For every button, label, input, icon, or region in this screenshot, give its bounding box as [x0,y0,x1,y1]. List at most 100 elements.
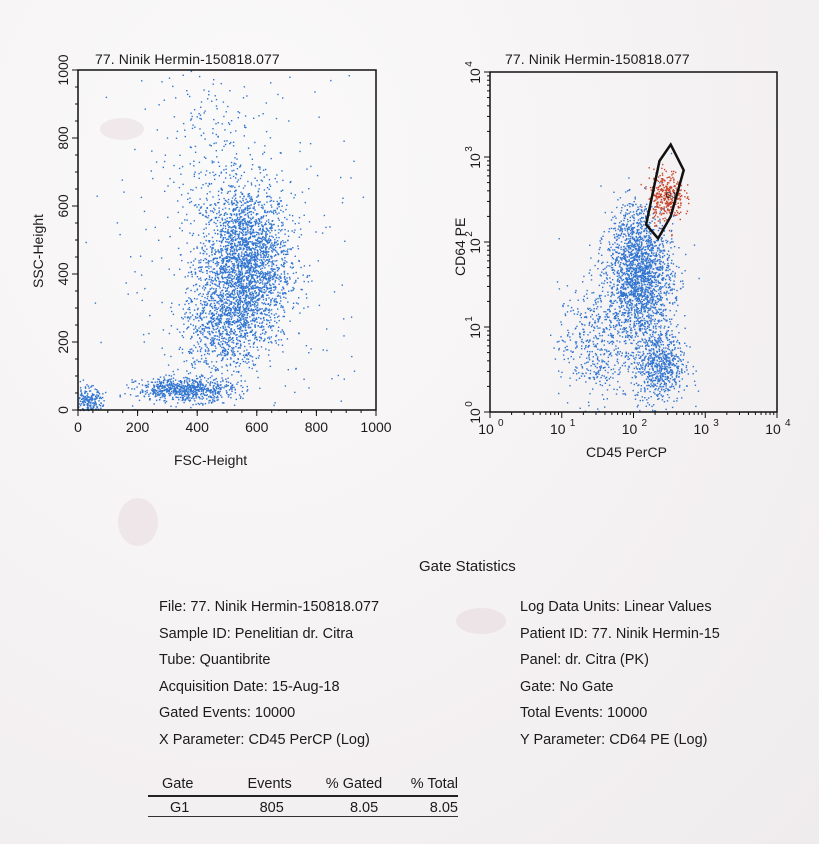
data-point [228,203,230,205]
data-point [281,344,284,346]
data-point [171,390,173,393]
data-point [224,231,226,233]
data-point [256,260,258,263]
data-point [220,316,222,318]
data-point [250,305,252,307]
data-point [261,180,264,182]
data-point [196,276,199,278]
data-point [288,120,290,122]
data-point [209,284,211,286]
data-point [262,217,264,219]
data-point [253,258,256,261]
data-point [272,268,275,270]
data-point [243,322,245,325]
data-point [144,393,147,395]
data-point [209,334,211,336]
data-point [208,326,210,328]
data-point [83,404,86,406]
data-point [258,229,260,231]
data-point [184,398,186,401]
data-point [263,238,265,241]
data-point [238,258,241,261]
data-point [264,244,266,246]
data-point [259,308,261,310]
data-point [192,387,195,389]
data-point [660,325,662,327]
data-point [671,275,674,277]
data-point [238,222,240,225]
data-point [656,301,658,304]
data-point [275,211,277,213]
data-point [199,350,202,353]
stain-mark [118,498,158,546]
data-point [280,241,282,243]
data-point [642,268,644,270]
data-point [244,287,246,289]
data-point [231,312,233,314]
data-point [246,276,248,278]
data-point [202,389,204,392]
data-point [230,309,232,311]
data-point [200,206,203,208]
data-point [244,115,247,117]
data-point [609,249,611,252]
data-point [207,327,209,329]
data-point [293,287,295,290]
data-point [248,254,250,256]
data-point [102,393,104,395]
data-point [636,267,638,269]
data-point [258,292,260,294]
data-point [250,297,252,300]
data-point [277,225,279,227]
data-point [255,317,258,319]
data-point [667,250,670,252]
data-point [242,257,245,259]
data-point [227,260,229,263]
data-point [207,98,209,100]
data-point [231,271,234,273]
data-point [162,393,164,395]
data-point [238,233,240,235]
data-point [218,332,221,334]
data-point [206,363,208,365]
data-point [235,219,238,221]
data-point [246,304,249,307]
data-point [241,238,243,241]
data-point [225,328,228,331]
data-point [179,154,181,156]
data-point [256,294,258,296]
data-point [173,181,175,183]
data-point [248,268,250,271]
data-point [189,146,192,148]
data-point [170,405,172,407]
data-point [152,389,154,391]
data-point [87,399,89,401]
data-point [211,323,213,325]
data-point [221,275,223,277]
data-point [238,316,240,319]
data-point [279,280,282,283]
data-point [195,317,197,319]
data-point [268,265,270,267]
data-point [242,97,245,99]
data-point [187,198,189,200]
data-point [647,296,650,298]
data-point [228,284,230,287]
data-point [268,211,271,213]
data-point [189,298,192,300]
data-point [232,222,234,224]
data-point [237,350,239,353]
data-point [186,393,188,396]
data-point [232,229,235,231]
data-point [215,347,217,349]
data-point [231,374,233,376]
data-point [636,260,639,262]
data-point [246,249,248,251]
data-point [217,194,220,197]
data-point [221,262,223,264]
data-point [258,115,260,117]
data-point [226,192,229,194]
data-point [231,197,234,199]
data-point [194,380,196,382]
